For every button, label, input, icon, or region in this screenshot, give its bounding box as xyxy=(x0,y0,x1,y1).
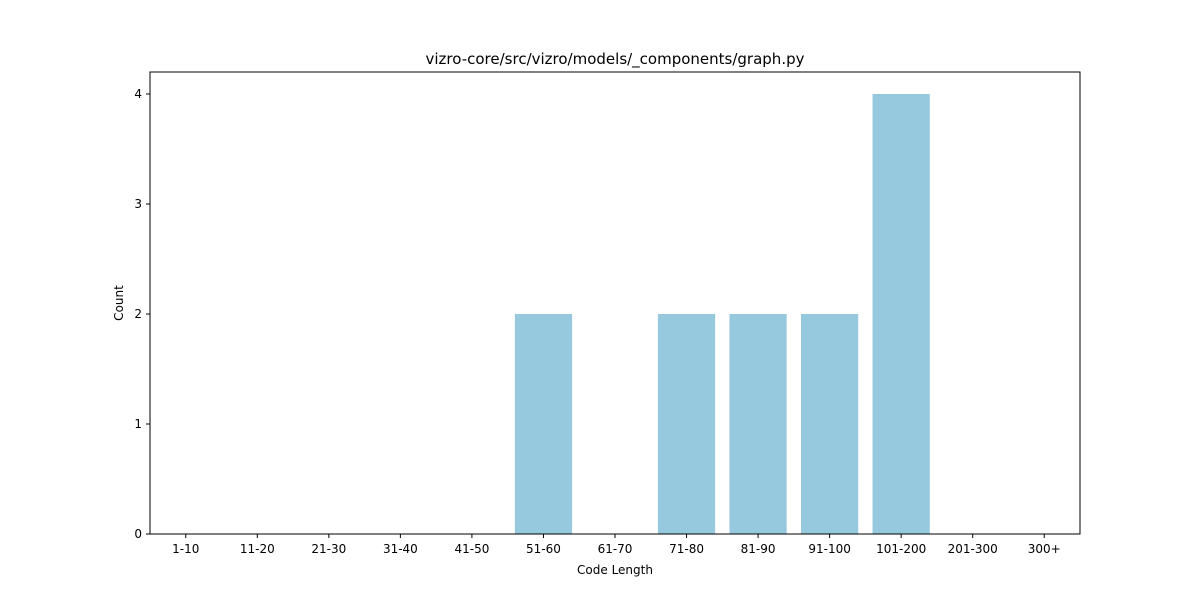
x-tick-label: 21-30 xyxy=(311,542,346,556)
x-axis-title: Code Length xyxy=(577,563,653,577)
y-tick-label: 1 xyxy=(134,417,142,431)
x-tick-label: 81-90 xyxy=(741,542,776,556)
bar-51-60 xyxy=(514,314,573,534)
x-tick-label: 11-20 xyxy=(240,542,275,556)
x-tick-label: 31-40 xyxy=(383,542,418,556)
bar-91-100 xyxy=(801,314,859,534)
x-tick-label: 91-100 xyxy=(808,542,851,556)
y-axis: 0 1 2 3 4 xyxy=(134,87,150,541)
x-tick-label: 300+ xyxy=(1028,542,1061,556)
y-tick-label: 0 xyxy=(134,527,142,541)
bar-101-200 xyxy=(872,94,930,534)
y-tick-label: 4 xyxy=(134,87,142,101)
bars-layer xyxy=(514,94,930,534)
x-tick-label: 51-60 xyxy=(526,542,561,556)
x-tick-label: 201-300 xyxy=(948,542,998,556)
bar-71-80 xyxy=(657,314,716,534)
y-tick-label: 3 xyxy=(134,197,142,211)
x-tick-label: 61-70 xyxy=(598,542,633,556)
x-axis: 1-10 11-20 21-30 31-40 41-50 51-60 61-70 71-80 8… xyxy=(172,534,1061,556)
y-tick-label: 2 xyxy=(134,307,142,321)
bar-81-90 xyxy=(729,314,787,534)
y-axis-title: Count xyxy=(112,285,126,321)
x-tick-label: 101-200 xyxy=(876,542,926,556)
x-tick-label: 1-10 xyxy=(172,542,199,556)
x-tick-label: 41-50 xyxy=(454,542,489,556)
x-tick-label: 71-80 xyxy=(669,542,704,556)
chart-title: vizro-core/src/vizro/models/_components/… xyxy=(426,50,805,69)
plot-frame xyxy=(149,71,1081,535)
